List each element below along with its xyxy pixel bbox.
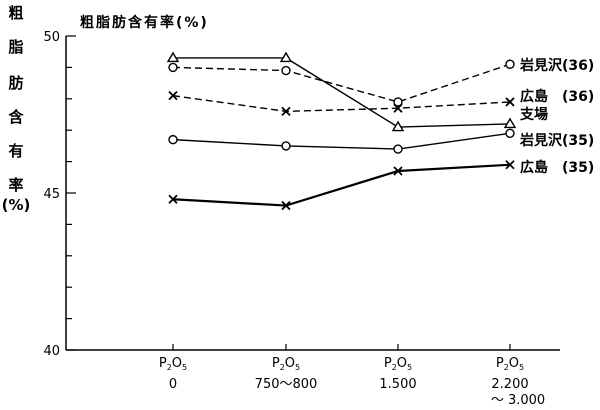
series-3 xyxy=(166,51,517,132)
series-group xyxy=(166,51,517,211)
point-circle xyxy=(505,59,515,69)
point-triangle xyxy=(279,51,293,63)
series-1 xyxy=(168,59,515,107)
point-cross xyxy=(168,91,178,101)
point-triangle xyxy=(166,51,180,63)
series-5 xyxy=(168,160,515,211)
point-circle xyxy=(393,97,403,107)
series-line xyxy=(172,163,511,207)
y-tick-label: 45 xyxy=(43,187,60,202)
series-line xyxy=(172,94,511,113)
legend-label: 岩見沢(35) xyxy=(519,132,594,149)
y-axis-label-char: 有 xyxy=(8,142,23,160)
point-circle xyxy=(393,144,403,154)
y-axis-label-char: 粗 xyxy=(8,4,23,22)
point-circle xyxy=(168,62,178,73)
chart-title: 粗脂肪含有率(%) xyxy=(80,14,209,31)
x-tick-formula: P2O5 xyxy=(272,356,300,372)
point-circle xyxy=(281,141,291,151)
y-tick-label: 40 xyxy=(43,344,60,359)
x-tick-label: 0 xyxy=(169,377,177,392)
series-line xyxy=(172,63,511,103)
x-tick-formula: P2O5 xyxy=(496,356,524,372)
x-tick-label: 750～800 xyxy=(255,377,318,392)
series-2 xyxy=(168,91,515,116)
y-axis-label-char: 脂 xyxy=(8,38,23,56)
y-axis-label-char: 率 xyxy=(8,176,23,194)
x-tick-label: 1.500 xyxy=(379,377,416,392)
x-tick-labels: P2O5 0 P2O5 750～800 P2O5 1.500 P2O5 2.200～ 3.00… xyxy=(159,344,545,408)
point-circle xyxy=(281,65,291,76)
legend-label: 広島 (35) xyxy=(520,159,594,176)
y-axis-label-char: 含 xyxy=(8,108,24,126)
series-4 xyxy=(168,128,515,154)
y-axis-label-char: 肪 xyxy=(8,74,23,92)
x-tick-label: ～ 3.000 xyxy=(491,393,545,408)
point-cross xyxy=(505,97,515,107)
legend-label: 支場 xyxy=(519,106,548,123)
x-tick-formula: P2O5 xyxy=(384,356,412,372)
legend-label: 岩見沢(36) xyxy=(519,57,594,74)
y-axis-label: 粗脂肪含有率 (%) xyxy=(2,4,31,214)
x-tick-label: 2.200 xyxy=(491,377,528,392)
point-circle xyxy=(168,134,178,145)
y-axis-label-char: (%) xyxy=(2,196,31,214)
point-triangle xyxy=(503,117,517,129)
y-ticks: 40 45 50 xyxy=(43,30,76,359)
point-cross xyxy=(281,200,291,211)
point-cross xyxy=(505,160,515,170)
axes xyxy=(65,36,560,351)
point-cross xyxy=(393,166,403,176)
point-cross xyxy=(281,106,291,116)
series-line xyxy=(173,57,511,128)
point-triangle xyxy=(391,120,405,132)
point-cross xyxy=(393,103,403,113)
point-cross xyxy=(168,194,178,204)
x-tick-formula: P2O5 xyxy=(159,356,187,372)
y-tick-label: 50 xyxy=(43,30,60,45)
series-line xyxy=(172,132,511,150)
legend-label: 広島 (36) xyxy=(520,88,594,105)
point-circle xyxy=(505,128,515,139)
